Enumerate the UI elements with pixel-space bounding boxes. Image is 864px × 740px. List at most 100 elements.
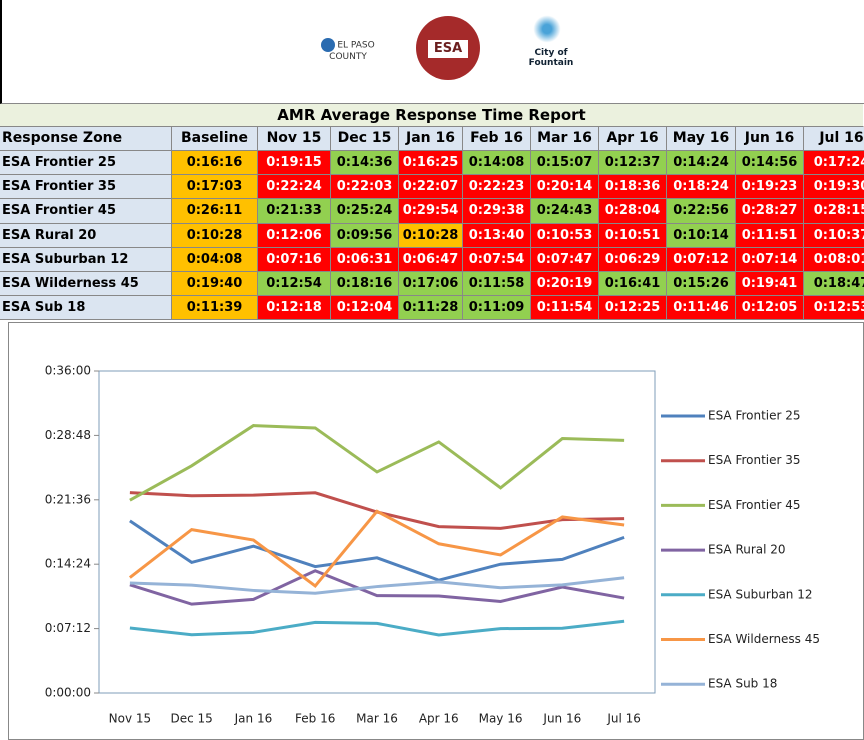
baseline-cell: 0:11:39 [172,296,258,321]
time-cell: 0:19:30 [804,175,864,200]
series-line [128,509,625,589]
time-cell: 0:07:12 [667,247,736,272]
time-cell: 0:17:24 [804,151,864,176]
x-tick-label: Feb 16 [295,712,335,726]
time-cell: 0:28:15 [804,199,864,224]
y-tick-label: 0:00:00 [45,686,91,700]
time-cell: 0:07:14 [736,247,804,272]
column-header: May 16 [667,127,736,151]
time-cell: 0:10:51 [599,223,667,248]
time-cell: 0:12:37 [599,151,667,176]
logo-text: EL PASO COUNTY [329,40,375,63]
time-cell: 0:22:03 [331,175,399,200]
row-label: ESA Frontier 45 [0,199,172,224]
time-cell: 0:12:06 [258,223,331,248]
y-tick-label: 0:28:48 [45,428,91,442]
x-tick-label: Jul 16 [606,712,641,726]
legend-label: ESA Sub 18 [708,677,777,691]
series-line [129,569,625,606]
y-tick-label: 0:07:12 [45,621,91,635]
row-label: ESA Frontier 25 [0,151,172,176]
x-tick-label: Mar 16 [356,712,398,726]
time-cell: 0:15:26 [667,272,736,297]
time-cell: 0:11:09 [463,296,531,321]
column-header: Jun 16 [736,127,804,151]
legend-label: ESA Rural 20 [708,543,786,557]
time-cell: 0:13:40 [463,223,531,248]
baseline-cell: 0:26:11 [172,199,258,224]
time-cell: 0:07:54 [463,247,531,272]
time-cell: 0:10:53 [531,223,599,248]
time-cell: 0:16:41 [599,272,667,297]
row-label: ESA Wilderness 45 [0,272,172,297]
logo-text: ESA [428,40,468,58]
time-cell: 0:08:01 [804,247,864,272]
series-line [129,619,625,637]
column-header: Jan 16 [399,127,463,151]
time-cell: 0:28:27 [736,199,804,224]
time-cell: 0:28:04 [599,199,667,224]
plot-area [98,370,656,694]
x-tick-label: Apr 16 [419,712,459,726]
time-cell: 0:25:24 [331,199,399,224]
legend-label: ESA Frontier 25 [708,409,801,423]
time-cell: 0:19:15 [258,151,331,176]
y-tick-label: 0:14:24 [45,557,91,571]
time-cell: 0:18:24 [667,175,736,200]
time-cell: 0:18:36 [599,175,667,200]
baseline-cell: 0:16:16 [172,151,258,176]
time-cell: 0:11:58 [463,272,531,297]
time-cell: 0:18:16 [331,272,399,297]
time-cell: 0:14:24 [667,151,736,176]
time-cell: 0:29:54 [399,199,463,224]
time-cell: 0:06:31 [331,247,399,272]
time-cell: 0:14:36 [331,151,399,176]
logo-el-paso: EL PASO COUNTY [302,38,394,62]
time-cell: 0:18:47 [804,272,864,297]
y-tick-label: 0:36:00 [45,364,91,378]
time-cell: 0:06:47 [399,247,463,272]
time-cell: 0:10:37 [804,223,864,248]
baseline-cell: 0:17:03 [172,175,258,200]
row-label: ESA Frontier 35 [0,175,172,200]
time-cell: 0:10:14 [667,223,736,248]
x-tick-label: Jun 16 [542,712,581,726]
time-cell: 0:22:07 [399,175,463,200]
baseline-cell: 0:19:40 [172,272,258,297]
time-cell: 0:14:56 [736,151,804,176]
column-header: Feb 16 [463,127,531,151]
time-cell: 0:22:56 [667,199,736,224]
chart: 0:00:00 0:07:12 0:14:24 0:21:36 0:28:48 0:36:… [8,322,864,740]
logo-text: City of Fountain [528,48,574,68]
x-tick-label: Nov 15 [109,712,152,726]
time-cell: 0:29:38 [463,199,531,224]
x-tick-label: Jan 16 [234,712,273,726]
row-label: ESA Suburban 12 [0,247,172,272]
row-label: ESA Sub 18 [0,296,172,321]
column-header: Apr 16 [599,127,667,151]
column-header: Jul 16 [804,127,864,151]
time-cell: 0:12:18 [258,296,331,321]
time-cell: 0:12:54 [258,272,331,297]
time-cell: 0:19:23 [736,175,804,200]
time-cell: 0:21:33 [258,199,331,224]
time-cell: 0:12:53 [804,296,864,321]
legend-label: ESA Frontier 35 [708,453,801,467]
time-cell: 0:07:16 [258,247,331,272]
time-cell: 0:11:28 [399,296,463,321]
table-title: AMR Average Response Time Report [0,104,864,127]
x-tick-label: Dec 15 [171,712,213,726]
time-cell: 0:12:05 [736,296,804,321]
column-header: Nov 15 [258,127,331,151]
column-header: Response Zone [0,127,172,151]
column-header: Mar 16 [531,127,599,151]
legend-label: ESA Suburban 12 [708,587,812,601]
time-cell: 0:22:24 [258,175,331,200]
baseline-cell: 0:04:08 [172,247,258,272]
time-cell: 0:24:43 [531,199,599,224]
series-line [129,424,625,502]
time-cell: 0:15:07 [531,151,599,176]
row-label: ESA Rural 20 [0,223,172,248]
time-cell: 0:19:41 [736,272,804,297]
legend-label: ESA Wilderness 45 [708,632,820,646]
